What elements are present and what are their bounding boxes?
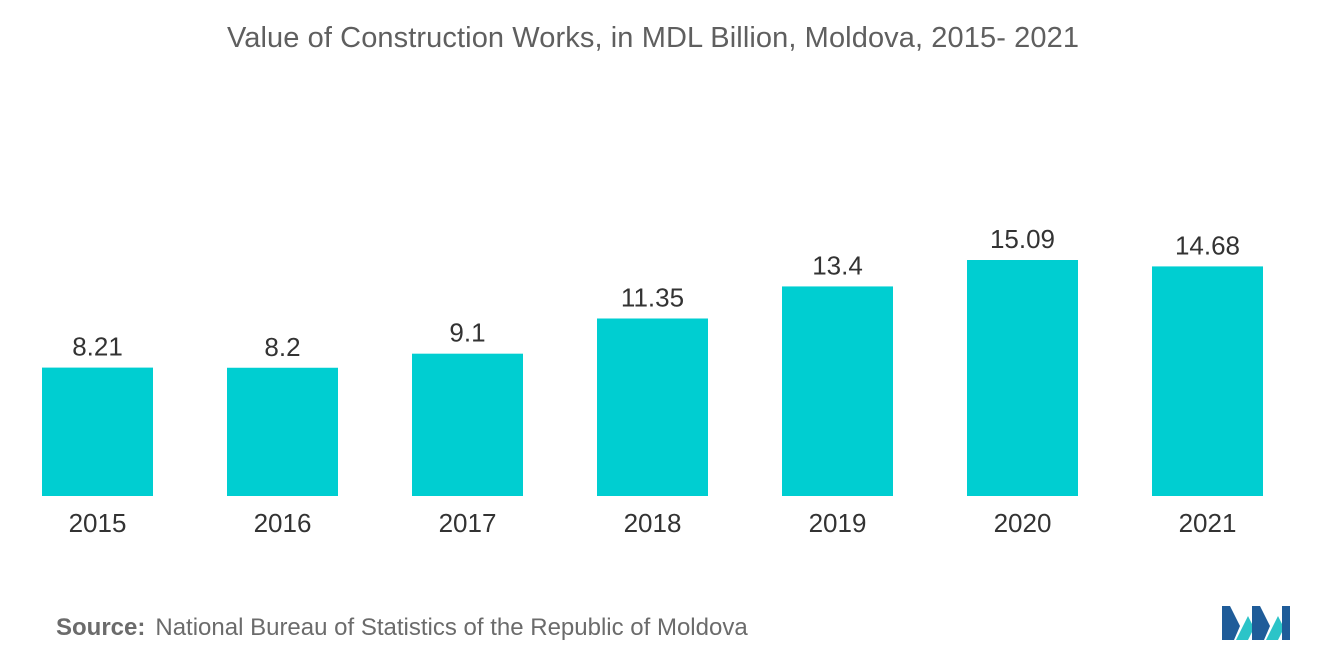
value-label-2018: 11.35	[621, 282, 684, 312]
bar-2021	[1152, 266, 1263, 496]
x-tick-label-2016: 2016	[254, 508, 312, 538]
source-label: Source:	[56, 614, 146, 641]
bar-2019	[782, 286, 893, 496]
x-tick-label-2019: 2019	[809, 508, 867, 538]
x-tick-label-2017: 2017	[439, 508, 497, 538]
mordor-intelligence-logo-icon	[1222, 606, 1290, 640]
chart-title: Value of Construction Works, in MDL Bill…	[226, 22, 1080, 54]
bar-2015	[42, 367, 153, 496]
value-label-2020: 15.09	[990, 224, 1055, 254]
x-tick-label-2018: 2018	[624, 508, 682, 538]
bar-2020	[967, 260, 1078, 496]
x-tick-label-2020: 2020	[994, 508, 1052, 538]
value-label-2016: 8.2	[264, 332, 300, 362]
source-note: Source: National Bureau of Statistics of …	[56, 614, 748, 642]
value-label-2019: 13.4	[812, 250, 863, 280]
value-label-2017: 9.1	[449, 318, 485, 348]
x-tick-label-2015: 2015	[69, 508, 127, 538]
bar-2017	[412, 353, 523, 496]
value-label-2015: 8.21	[72, 332, 123, 362]
bar-2018	[597, 318, 708, 496]
value-labels-group: 8.21 8.2 9.1 11.35 13.4 15.09 14.68	[72, 224, 1240, 362]
source-text: National Bureau of Statistics of the Rep…	[155, 614, 748, 641]
value-label-2021: 14.68	[1175, 230, 1240, 260]
x-tick-labels-group: 2015 2016 2017 2018 2019 2020 2021	[69, 508, 1237, 538]
bars-group	[42, 260, 1263, 496]
bar-2016	[227, 367, 338, 496]
x-tick-label-2021: 2021	[1179, 508, 1237, 538]
